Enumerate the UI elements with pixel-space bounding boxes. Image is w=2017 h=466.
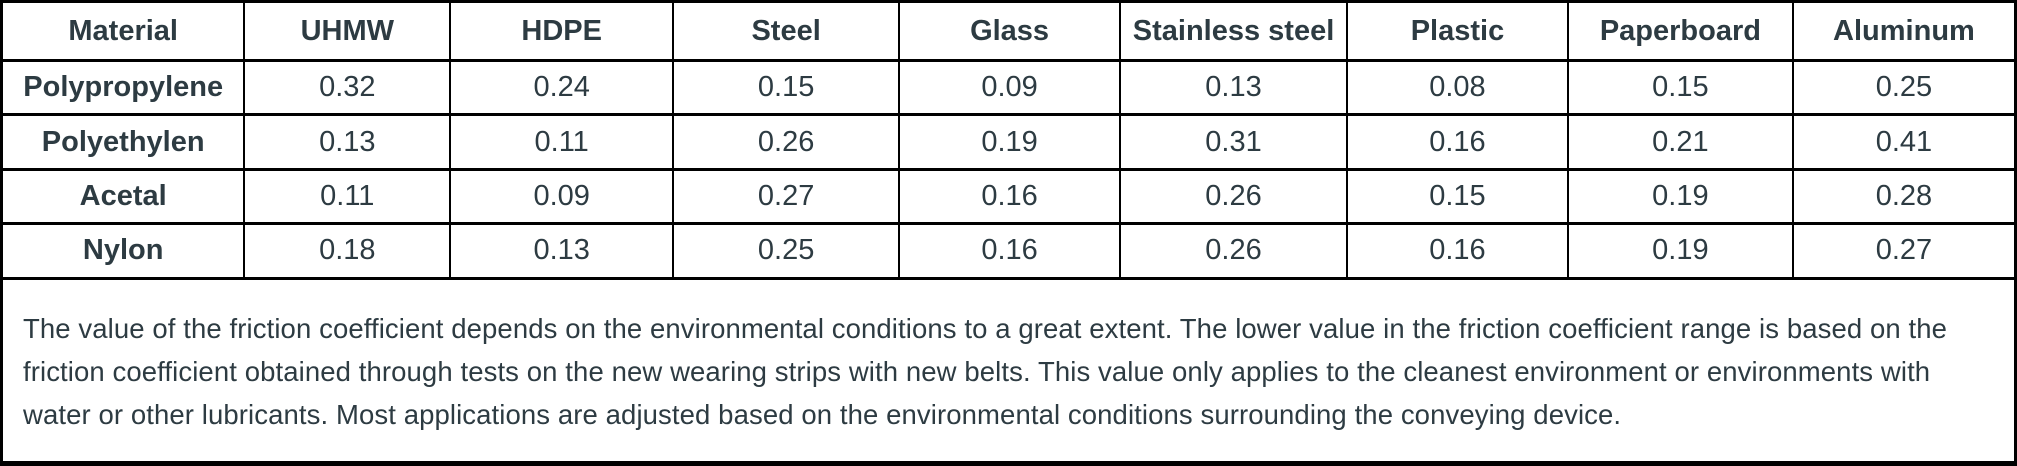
material-label: Acetal xyxy=(0,167,246,226)
value-cell: 0.26 xyxy=(672,113,901,171)
value-cell: 0.15 xyxy=(1566,58,1794,117)
material-label: Polyethylen xyxy=(0,113,246,171)
value-cell: 0.25 xyxy=(672,222,901,280)
value-cell: 0.15 xyxy=(672,58,901,117)
value-cell: 0.13 xyxy=(449,222,675,280)
value-cell: 0.16 xyxy=(898,222,1122,280)
value-cell: 0.25 xyxy=(1791,58,2017,117)
column-header-uhmw: UHMW xyxy=(243,0,452,62)
value-cell: 0.41 xyxy=(1791,113,2017,171)
table-row-nylon: Nylon 0.18 0.13 0.25 0.16 0.26 0.16 0.19… xyxy=(0,222,2017,280)
value-cell: 0.19 xyxy=(898,113,1122,171)
value-cell: 0.26 xyxy=(1119,167,1348,226)
table-body: Polypropylene 0.32 0.24 0.15 0.09 0.13 0… xyxy=(0,58,2017,466)
value-cell: 0.26 xyxy=(1119,222,1348,280)
header-row: Material UHMW HDPE Steel Glass Stainless… xyxy=(0,0,2017,62)
value-cell: 0.27 xyxy=(1791,222,2017,280)
value-cell: 0.11 xyxy=(243,167,452,226)
value-cell: 0.32 xyxy=(243,58,452,117)
column-header-plastic: Plastic xyxy=(1346,0,1569,62)
value-cell: 0.31 xyxy=(1119,113,1348,171)
value-cell: 0.18 xyxy=(243,222,452,280)
column-header-aluminum: Aluminum xyxy=(1791,0,2017,62)
column-header-stainless-steel: Stainless steel xyxy=(1119,0,1348,62)
value-cell: 0.09 xyxy=(898,58,1122,117)
value-cell: 0.13 xyxy=(1119,58,1348,117)
value-cell: 0.09 xyxy=(449,167,675,226)
material-label: Nylon xyxy=(0,222,246,280)
footnote-row: The value of the friction coefficient de… xyxy=(0,276,2017,466)
value-cell: 0.13 xyxy=(243,113,452,171)
material-label: Polypropylene xyxy=(0,58,246,117)
table-header: Material UHMW HDPE Steel Glass Stainless… xyxy=(0,0,2017,62)
value-cell: 0.08 xyxy=(1346,58,1569,117)
value-cell: 0.24 xyxy=(449,58,675,117)
value-cell: 0.27 xyxy=(672,167,901,226)
table-row-acetal: Acetal 0.11 0.09 0.27 0.16 0.26 0.15 0.1… xyxy=(0,167,2017,226)
column-header-hdpe: HDPE xyxy=(449,0,675,62)
column-header-glass: Glass xyxy=(898,0,1122,62)
table-row-polypropylene: Polypropylene 0.32 0.24 0.15 0.09 0.13 0… xyxy=(0,58,2017,117)
value-cell: 0.15 xyxy=(1346,167,1569,226)
column-header-paperboard: Paperboard xyxy=(1566,0,1794,62)
footnote-text: The value of the friction coefficient de… xyxy=(0,276,2017,466)
value-cell: 0.19 xyxy=(1566,167,1794,226)
table-row-polyethylen: Polyethylen 0.13 0.11 0.26 0.19 0.31 0.1… xyxy=(0,113,2017,171)
value-cell: 0.16 xyxy=(1346,113,1569,171)
column-header-steel: Steel xyxy=(672,0,901,62)
column-header-material: Material xyxy=(0,0,246,62)
value-cell: 0.16 xyxy=(898,167,1122,226)
value-cell: 0.19 xyxy=(1566,222,1794,280)
value-cell: 0.28 xyxy=(1791,167,2017,226)
value-cell: 0.11 xyxy=(449,113,675,171)
value-cell: 0.21 xyxy=(1566,113,1794,171)
value-cell: 0.16 xyxy=(1346,222,1569,280)
